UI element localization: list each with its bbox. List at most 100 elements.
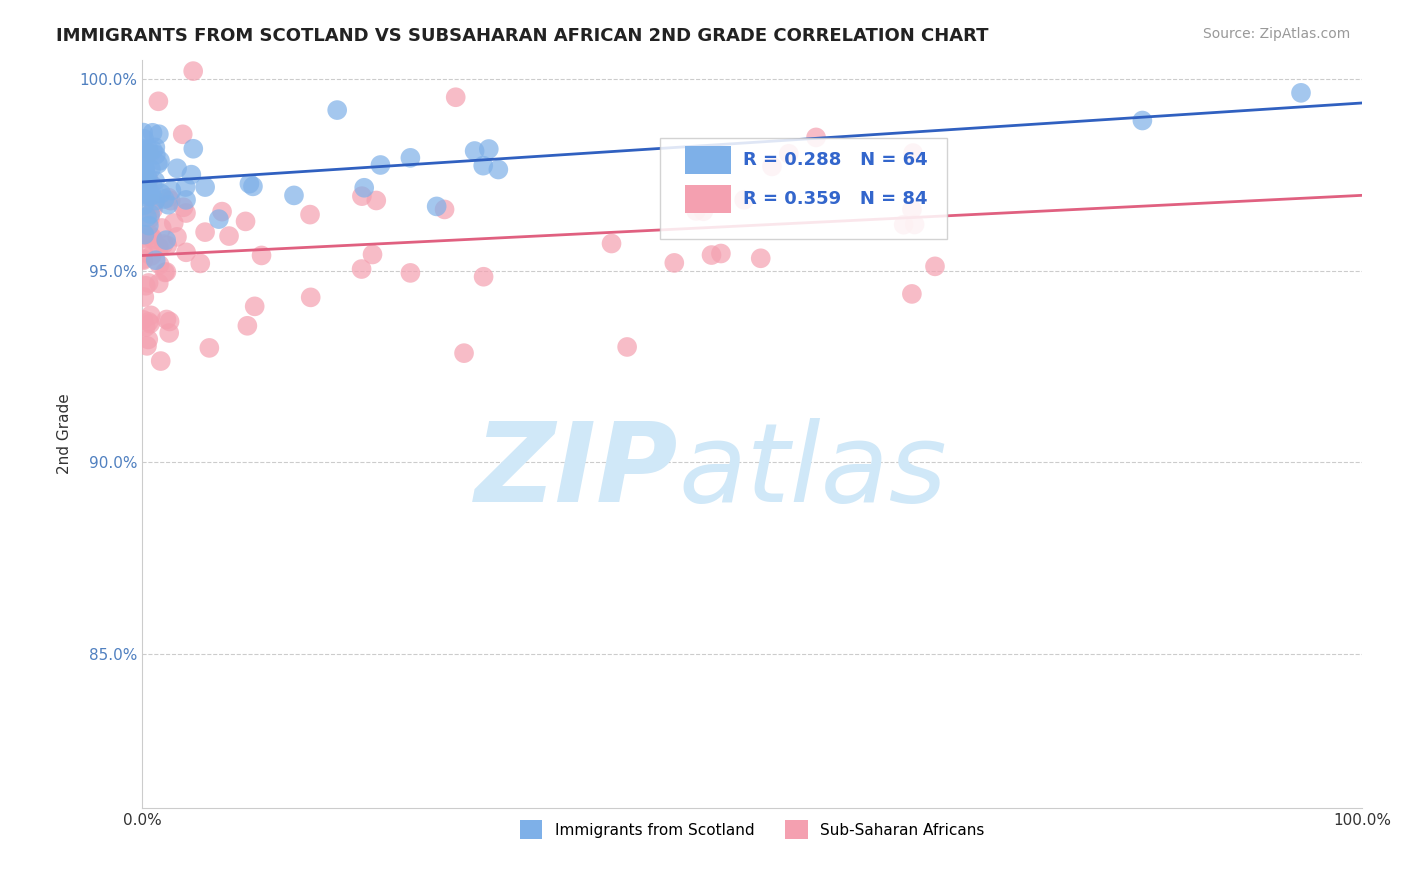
Point bbox=[139, 317, 162, 331]
Point bbox=[132, 162, 155, 177]
Point bbox=[134, 144, 156, 158]
Point bbox=[143, 140, 166, 154]
Point bbox=[138, 219, 160, 233]
Point bbox=[134, 231, 156, 245]
Text: R = 0.359   N = 84: R = 0.359 N = 84 bbox=[744, 190, 928, 208]
Point bbox=[136, 180, 159, 194]
Point bbox=[139, 161, 162, 176]
Y-axis label: 2nd Grade: 2nd Grade bbox=[58, 393, 72, 474]
Point bbox=[353, 180, 375, 194]
Point bbox=[778, 146, 800, 161]
Point bbox=[159, 314, 181, 328]
Point bbox=[157, 191, 180, 205]
Point bbox=[804, 130, 827, 145]
Point bbox=[733, 193, 755, 207]
Point bbox=[901, 287, 924, 301]
Point bbox=[692, 204, 714, 219]
Point bbox=[138, 315, 160, 329]
Point bbox=[134, 162, 156, 177]
Point bbox=[132, 253, 155, 268]
Point bbox=[903, 218, 925, 232]
Point bbox=[250, 248, 273, 262]
Point bbox=[299, 290, 322, 304]
Point bbox=[370, 158, 392, 172]
Point bbox=[188, 256, 211, 270]
Point bbox=[138, 173, 160, 187]
Point bbox=[132, 163, 155, 178]
Text: IMMIGRANTS FROM SCOTLAND VS SUBSAHARAN AFRICAN 2ND GRADE CORRELATION CHART: IMMIGRANTS FROM SCOTLAND VS SUBSAHARAN A… bbox=[56, 27, 988, 45]
Point bbox=[149, 354, 172, 368]
Point bbox=[174, 193, 197, 207]
Point bbox=[155, 265, 177, 279]
Point bbox=[478, 142, 501, 156]
Point bbox=[174, 245, 197, 260]
Point bbox=[242, 179, 264, 194]
Point bbox=[146, 157, 169, 171]
Point bbox=[710, 246, 733, 260]
Point bbox=[399, 151, 422, 165]
Point bbox=[142, 143, 165, 157]
Text: ZIP: ZIP bbox=[475, 417, 679, 524]
Point bbox=[211, 204, 233, 219]
Point bbox=[700, 248, 723, 262]
Point bbox=[174, 180, 197, 194]
Point bbox=[160, 184, 183, 198]
Point bbox=[141, 188, 163, 202]
Point bbox=[145, 148, 167, 162]
Point bbox=[134, 290, 156, 304]
Point bbox=[172, 128, 194, 142]
Point bbox=[1132, 113, 1154, 128]
Point bbox=[198, 341, 221, 355]
Point bbox=[149, 153, 172, 168]
Point bbox=[194, 180, 217, 194]
Point bbox=[235, 214, 257, 228]
Point bbox=[155, 233, 177, 247]
Point bbox=[924, 260, 946, 274]
Point bbox=[464, 144, 486, 158]
Text: atlas: atlas bbox=[679, 417, 948, 524]
Point bbox=[142, 178, 165, 193]
Point bbox=[453, 346, 475, 360]
Point bbox=[148, 258, 170, 272]
Point bbox=[426, 199, 449, 213]
Point bbox=[139, 207, 162, 221]
Point bbox=[218, 229, 240, 244]
Point bbox=[761, 160, 783, 174]
Point bbox=[236, 318, 259, 333]
Point bbox=[136, 188, 159, 202]
Point bbox=[153, 265, 176, 279]
Point bbox=[174, 206, 197, 220]
Point bbox=[153, 192, 176, 206]
Point bbox=[444, 90, 467, 104]
Point bbox=[134, 148, 156, 162]
Point bbox=[132, 145, 155, 160]
Point bbox=[685, 203, 707, 218]
Point bbox=[150, 221, 173, 235]
Point bbox=[135, 189, 157, 203]
Point bbox=[166, 161, 188, 176]
Point bbox=[138, 145, 160, 160]
Point bbox=[238, 177, 260, 191]
Point bbox=[181, 64, 204, 78]
Point bbox=[486, 162, 509, 177]
Point bbox=[181, 142, 204, 156]
Point bbox=[472, 269, 495, 284]
Point bbox=[143, 174, 166, 188]
Point bbox=[350, 262, 373, 277]
Point bbox=[139, 189, 162, 203]
FancyBboxPatch shape bbox=[685, 145, 731, 174]
Point bbox=[156, 238, 179, 252]
Point bbox=[366, 194, 388, 208]
Point bbox=[138, 276, 160, 290]
Point bbox=[208, 212, 231, 227]
Point bbox=[472, 159, 495, 173]
Point bbox=[142, 233, 165, 247]
Point bbox=[616, 340, 638, 354]
Point bbox=[135, 227, 157, 242]
Point bbox=[1289, 86, 1312, 100]
Point bbox=[893, 218, 915, 232]
Point bbox=[142, 126, 165, 140]
Point bbox=[135, 278, 157, 293]
Point bbox=[157, 326, 180, 340]
Point bbox=[150, 186, 173, 201]
